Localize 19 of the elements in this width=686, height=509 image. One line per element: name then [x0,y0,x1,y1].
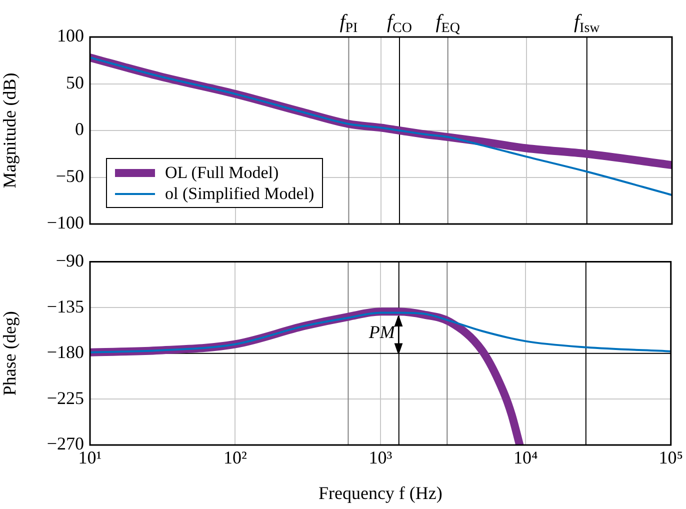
legend-label: ol (Simplified Model) [165,184,314,204]
y-tick-label: 0 [75,119,84,140]
y-axis-title: Phase (deg) [0,311,20,396]
y-tick-label: 100 [57,26,84,46]
y-axis-title: Magnitude (dB) [0,72,20,188]
x-tick-label: 10⁵ [658,448,684,468]
y-tick-label: −100 [46,212,84,233]
legend-label: OL (Full Model) [165,162,279,182]
y-tick-label: −90 [56,250,84,271]
x-tick-label: 10² [224,448,247,468]
y-tick-label: −225 [46,388,84,408]
x-tick-label: 10³ [368,448,393,468]
annotation: PM [368,322,396,342]
x-axis-title: Frequency f (Hz) [318,482,442,503]
y-tick-label: 50 [66,72,84,92]
y-tick-label: −180 [46,342,84,362]
y-tick-label: −135 [46,296,84,316]
x-tick-label: 10⁴ [514,448,538,468]
y-tick-label: −50 [56,166,84,186]
